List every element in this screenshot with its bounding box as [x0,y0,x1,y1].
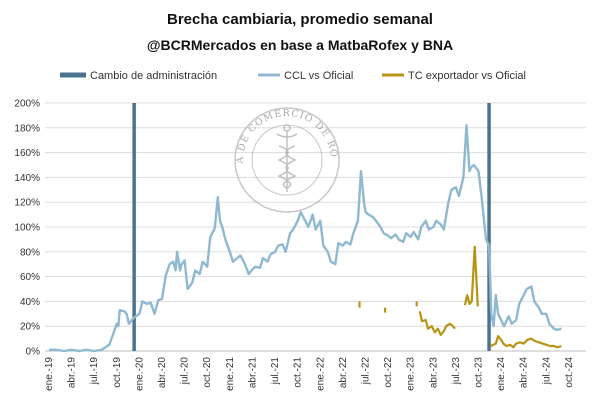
x-tick-label: ene.-20 [134,357,145,391]
x-tick-label: jul.-22 [360,357,371,386]
legend-label: Cambio de administración [90,70,217,82]
legend-label: TC exportador vs Oficial [408,70,526,82]
x-tick-label: oct.-23 [474,357,485,388]
x-axis-ticks: ene.-19 abr.-19 jul.-19 oct.-19 ene.-20 abr.-… [44,357,575,391]
series-exporter-line [463,245,479,307]
x-tick-label: jul.-24 [541,357,552,386]
x-tick-label: abr.-20 [157,357,168,389]
x-tick-label: oct.-19 [112,357,123,388]
x-tick-label: abr.-21 [247,357,258,389]
x-tick-label: jul.-19 [89,357,100,386]
y-tick-label: 100% [14,223,40,234]
x-tick-label: oct.-20 [202,357,213,388]
x-tick-label: jul.-20 [180,357,191,386]
x-tick-label: abr.-23 [428,357,439,389]
legend-label: CCL vs Oficial [284,70,353,82]
y-axis-ticks: 0% 20% 40% 60% 80% 100% 120% 140% 160% 180% 200% [14,99,40,358]
x-tick-label: abr.-19 [67,357,78,389]
x-tick-label: ene.-21 [225,357,236,391]
series-ccl-line [49,124,562,353]
x-tick-label: ene.-22 [315,357,326,391]
y-tick-label: 60% [20,272,40,283]
y-tick-label: 80% [20,247,40,258]
series-exporter-line [490,335,562,349]
y-tick-label: 120% [14,198,40,209]
x-tick-label: ene.-23 [406,357,417,391]
y-tick-label: 200% [14,99,40,110]
x-tick-label: abr.-22 [338,357,349,389]
x-tick-label: oct.-24 [564,357,575,388]
plot-area [49,103,562,353]
x-tick-label: jul.-23 [451,357,462,386]
x-tick-label: jul.-21 [270,357,281,386]
y-tick-label: 20% [20,322,40,333]
x-tick-label: oct.-22 [383,357,394,388]
x-tick-label: ene.-19 [44,357,55,391]
y-tick-label: 40% [20,297,40,308]
caduceus-icon [276,124,298,192]
chart-subtitle: @BCRMercados en base a MatbaRofex y BNA [147,37,453,53]
x-tick-label: ene.-24 [496,357,507,391]
y-tick-label: 160% [14,148,40,159]
seal-watermark: BOLSA DE COMERCIO DE ROSARIO [0,0,340,213]
y-tick-label: 140% [14,173,40,184]
y-tick-label: 0% [26,347,41,358]
series-exporter-line [418,311,456,336]
x-tick-label: oct.-21 [293,357,304,388]
x-tick-label: abr.-24 [519,357,530,389]
y-tick-label: 180% [14,123,40,134]
legend: Cambio de administración CCL vs Oficial TC… [60,70,526,82]
chart-title: Brecha cambiaria, promedio semanal [167,11,433,28]
